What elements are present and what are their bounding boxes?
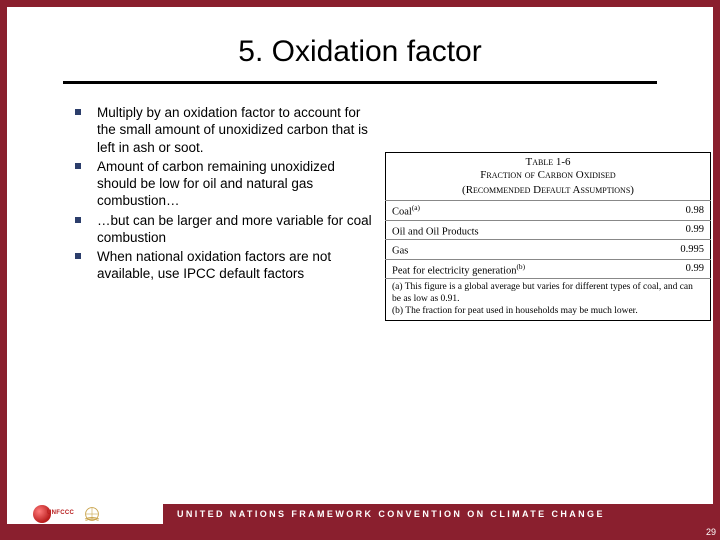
table-cell-value: 0.995	[651, 240, 711, 260]
bullet-list: Multiply by an oxidation factor to accou…	[71, 104, 377, 321]
un-emblem-icon	[83, 505, 101, 523]
table-cell-label: Gas	[386, 240, 651, 260]
table-row: Coal(a) 0.98	[386, 201, 711, 221]
footer-text: UNITED NATIONS FRAMEWORK CONVENTION ON C…	[163, 509, 713, 519]
table-row: Gas 0.995	[386, 240, 711, 260]
table-cell-label: Coal(a)	[386, 201, 651, 221]
table-row: Peat for electricity generation(b) 0.99	[386, 259, 711, 279]
table-cell-value: 0.98	[651, 201, 711, 221]
table-cell-value: 0.99	[651, 259, 711, 279]
table-notes: (a) This figure is a global average but …	[386, 279, 711, 321]
table-cell-label: Peat for electricity generation(b)	[386, 259, 651, 279]
unfccc-logo-icon: UNFCCC	[33, 507, 73, 521]
bullet-item: Amount of carbon remaining unoxidized sh…	[71, 158, 377, 210]
slide-title: 5. Oxidation factor	[7, 7, 713, 81]
table-caption-3: (Recommended Default Assumptions)	[386, 184, 711, 201]
bullet-item: Multiply by an oxidation factor to accou…	[71, 104, 377, 156]
table-region: Table 1-6 Fraction of Carbon Oxidised (R…	[385, 104, 713, 321]
table-row: Oil and Oil Products 0.99	[386, 220, 711, 240]
bullet-item: When national oxidation factors are not …	[71, 248, 377, 283]
slide: 5. Oxidation factor Multiply by an oxida…	[7, 7, 713, 524]
oxidation-table: Table 1-6 Fraction of Carbon Oxidised (R…	[385, 152, 711, 321]
table-note: (a) This figure is a global average but …	[392, 282, 704, 306]
footer-logo-area: UNFCCC	[7, 504, 163, 524]
table-caption-1: Table 1-6	[386, 153, 711, 170]
page-number: 29	[702, 524, 720, 540]
footer-bar: UNFCCC UNITED NATIONS FRAMEWORK CONVENTI…	[7, 504, 713, 524]
table-cell-value: 0.99	[651, 220, 711, 240]
table-caption-2: Fraction of Carbon Oxidised	[386, 169, 711, 184]
bullet-item: …but can be larger and more variable for…	[71, 212, 377, 247]
table-note: (b) The fraction for peat used in househ…	[392, 306, 704, 318]
content-area: Multiply by an oxidation factor to accou…	[7, 84, 713, 321]
table-cell-label: Oil and Oil Products	[386, 220, 651, 240]
